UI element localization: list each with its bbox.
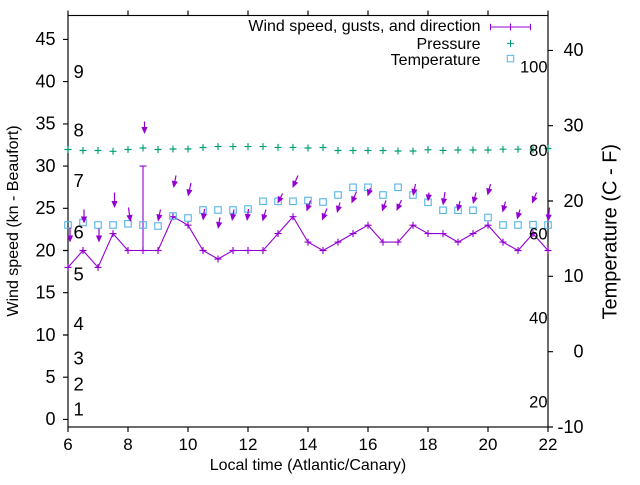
svg-text:8: 8 [74,119,84,140]
svg-text:35: 35 [35,114,55,134]
svg-text:5: 5 [74,263,84,284]
svg-text:6: 6 [63,435,72,454]
svg-text:5: 5 [45,367,55,387]
svg-text:12: 12 [239,435,258,454]
svg-text:45: 45 [35,29,55,49]
svg-text:25: 25 [35,198,55,218]
svg-text:4: 4 [74,313,84,334]
svg-text:6: 6 [74,221,84,242]
svg-text:Temperature (C - F): Temperature (C - F) [600,144,622,320]
svg-text:Temperature: Temperature [391,52,481,69]
svg-text:Wind speed, gusts, and directi: Wind speed, gusts, and direction [248,18,480,35]
svg-text:100: 100 [520,59,548,77]
svg-text:20: 20 [35,240,55,260]
svg-text:60: 60 [529,226,547,244]
svg-text:9: 9 [74,61,84,82]
svg-text:Wind speed (kn - Beaufort): Wind speed (kn - Beaufort) [5,125,22,316]
svg-text:3: 3 [74,347,84,368]
svg-text:8: 8 [123,435,132,454]
svg-text:Pressure: Pressure [416,36,480,53]
svg-text:20: 20 [479,435,498,454]
svg-text:20: 20 [563,191,583,211]
svg-text:10: 10 [35,325,55,345]
svg-text:10: 10 [563,266,583,286]
svg-text:-10: -10 [557,417,583,437]
svg-text:14: 14 [299,435,318,454]
svg-text:7: 7 [74,170,84,191]
svg-text:80: 80 [529,142,547,160]
svg-text:10: 10 [179,435,198,454]
svg-text:18: 18 [419,435,438,454]
svg-text:16: 16 [359,435,378,454]
svg-text:30: 30 [35,156,55,176]
svg-text:2: 2 [74,373,84,394]
svg-text:40: 40 [35,71,55,91]
svg-text:0: 0 [45,409,55,429]
svg-text:22: 22 [539,435,558,454]
svg-text:30: 30 [563,116,583,136]
svg-text:40: 40 [563,40,583,60]
svg-text:40: 40 [529,310,547,328]
svg-text:20: 20 [529,393,547,411]
svg-text:0: 0 [573,342,583,362]
svg-text:15: 15 [35,283,55,303]
svg-text:Local time (Atlantic/Canary): Local time (Atlantic/Canary) [210,457,407,474]
svg-text:1: 1 [74,398,84,419]
